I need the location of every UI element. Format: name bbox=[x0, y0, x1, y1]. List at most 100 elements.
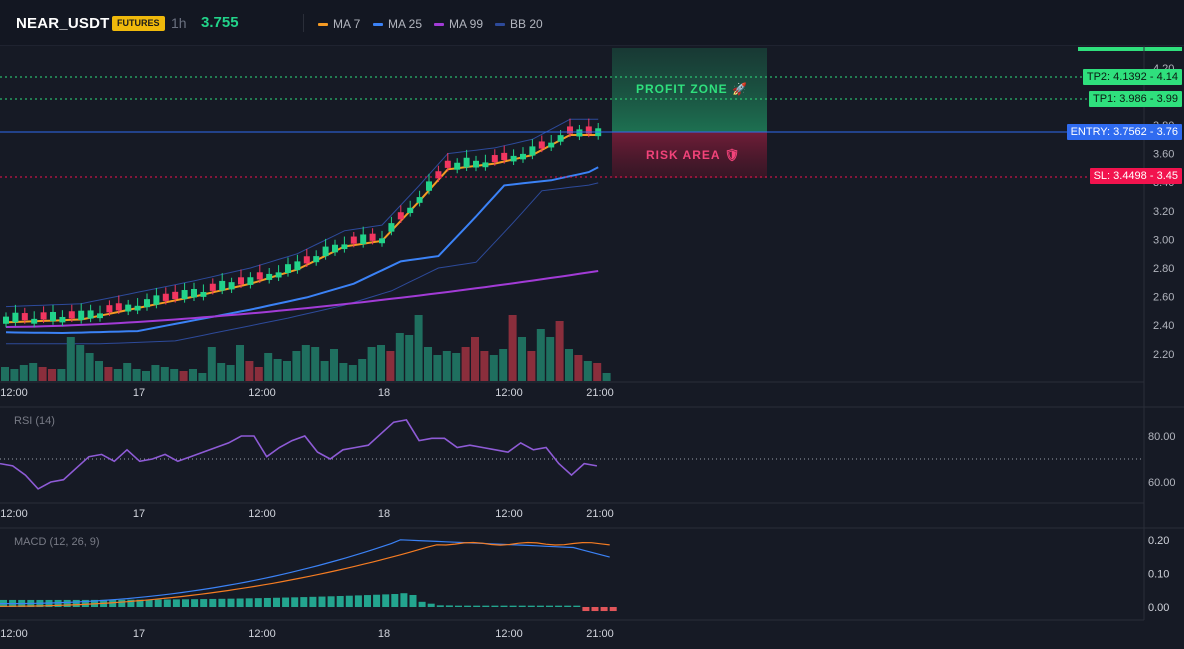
tp1-price-label[interactable]: TP1: 3.986 - 3.99 bbox=[1088, 91, 1182, 107]
volume-bar bbox=[489, 355, 498, 381]
candle-body[interactable] bbox=[548, 142, 555, 148]
candle-body[interactable] bbox=[407, 207, 414, 214]
candle-body[interactable] bbox=[482, 162, 489, 168]
candle-body[interactable] bbox=[303, 256, 310, 264]
candle-body[interactable] bbox=[144, 299, 150, 308]
candle-body[interactable] bbox=[435, 171, 442, 179]
candle-body[interactable] bbox=[238, 277, 244, 285]
macd-hist-bar bbox=[609, 607, 617, 612]
legend-ma7[interactable]: MA 7 bbox=[318, 17, 360, 31]
candle-body[interactable] bbox=[444, 160, 451, 168]
entry-price-label[interactable]: ENTRY: 3.7562 - 3.76 bbox=[1066, 124, 1182, 140]
candle-body[interactable] bbox=[416, 197, 423, 203]
price-axis[interactable]: 4.204.003.803.603.403.203.002.802.602.40… bbox=[1153, 63, 1174, 361]
candle-body[interactable] bbox=[397, 212, 404, 220]
candle-body[interactable] bbox=[247, 277, 254, 285]
candle-body[interactable] bbox=[266, 273, 273, 280]
time-axis[interactable]: 12:00 17 12:00 18 12:00 21:00 12:00 17 12:00 18 12… bbox=[0, 387, 614, 640]
tp2-price-label[interactable]: TP2: 4.1392 - 4.14 bbox=[1082, 69, 1182, 85]
candle-body[interactable] bbox=[68, 311, 75, 319]
candle-body[interactable] bbox=[285, 264, 291, 274]
candle-body[interactable] bbox=[219, 280, 226, 291]
candle-body[interactable] bbox=[379, 238, 385, 244]
candle-body[interactable] bbox=[501, 152, 508, 161]
candle-body[interactable] bbox=[567, 126, 573, 134]
candle-body[interactable] bbox=[463, 157, 470, 168]
candle-body[interactable] bbox=[341, 244, 348, 250]
candle-body[interactable] bbox=[388, 223, 395, 232]
candle-body[interactable] bbox=[491, 155, 498, 163]
candle-body[interactable] bbox=[97, 313, 103, 319]
candle-body[interactable] bbox=[106, 305, 113, 313]
candle-body[interactable] bbox=[12, 312, 19, 323]
volume-bar bbox=[254, 367, 263, 381]
macd-hist-bar bbox=[373, 594, 381, 607]
sl-price-label[interactable]: SL: 3.4498 - 3.45 bbox=[1089, 168, 1182, 184]
price-chart[interactable]: 4.204.003.803.603.403.203.002.802.602.40… bbox=[0, 46, 1184, 649]
candle-body[interactable] bbox=[134, 305, 141, 311]
candle-body[interactable] bbox=[275, 272, 282, 278]
candle-body[interactable] bbox=[510, 155, 517, 162]
candle-body[interactable] bbox=[191, 288, 197, 298]
candle-body[interactable] bbox=[181, 290, 188, 300]
macd-hist-bar bbox=[154, 599, 162, 607]
legend-ma25[interactable]: MA 25 bbox=[373, 17, 422, 31]
candle-body[interactable] bbox=[426, 181, 432, 191]
volume-bar bbox=[142, 371, 150, 381]
macd-hist-bar bbox=[182, 599, 189, 607]
volume-bar bbox=[593, 363, 602, 381]
candle-body[interactable] bbox=[200, 291, 207, 297]
candle-body[interactable] bbox=[585, 126, 592, 134]
volume-bar bbox=[132, 369, 141, 381]
candle-body[interactable] bbox=[576, 129, 583, 137]
candle-body[interactable] bbox=[294, 261, 301, 271]
legend-bb20-label: BB 20 bbox=[510, 17, 543, 31]
volume-bar bbox=[292, 351, 301, 381]
macd-tick: 0.10 bbox=[1148, 568, 1169, 580]
candle-body[interactable] bbox=[40, 312, 47, 320]
candle-body[interactable] bbox=[59, 316, 66, 323]
candle-body[interactable] bbox=[529, 146, 536, 156]
candle-body[interactable] bbox=[473, 160, 479, 168]
candle-body[interactable] bbox=[125, 304, 132, 312]
legend-ma99[interactable]: MA 99 bbox=[434, 17, 483, 31]
candle-body[interactable] bbox=[538, 141, 545, 149]
macd-hist-bar bbox=[382, 594, 390, 607]
timeframe-selector[interactable]: 1h bbox=[171, 15, 187, 31]
candle-body[interactable] bbox=[313, 256, 320, 263]
candle-body[interactable] bbox=[3, 316, 9, 324]
candle-body[interactable] bbox=[87, 310, 94, 319]
tp1-value: 3.99 bbox=[1156, 93, 1178, 105]
volume-bar bbox=[536, 329, 545, 381]
candle-body[interactable] bbox=[31, 318, 38, 324]
candle-body[interactable] bbox=[520, 153, 526, 160]
candle-body[interactable] bbox=[21, 313, 28, 321]
candle-body[interactable] bbox=[115, 303, 122, 311]
candle-body[interactable] bbox=[50, 311, 56, 322]
candle-body[interactable] bbox=[350, 236, 357, 244]
candle-body[interactable] bbox=[172, 291, 179, 299]
candle-body[interactable] bbox=[322, 246, 329, 257]
time-tick: 12:00 bbox=[0, 628, 28, 640]
candle-body[interactable] bbox=[228, 282, 235, 290]
candle-body[interactable] bbox=[162, 293, 169, 301]
macd-hist-bar bbox=[336, 596, 344, 607]
candle-body[interactable] bbox=[557, 135, 564, 142]
volume-bar bbox=[395, 333, 404, 381]
candle-body[interactable] bbox=[209, 283, 216, 291]
candlesticks[interactable] bbox=[3, 118, 602, 328]
volume-bar bbox=[151, 365, 160, 381]
candle-body[interactable] bbox=[153, 295, 160, 305]
legend-bb20[interactable]: BB 20 bbox=[495, 17, 543, 31]
candle-body[interactable] bbox=[256, 272, 263, 280]
macd-hist-bar bbox=[172, 599, 180, 607]
candle-body[interactable] bbox=[360, 234, 367, 245]
symbol-name[interactable]: NEAR_USDT bbox=[16, 15, 110, 32]
candle-body[interactable] bbox=[78, 310, 85, 320]
macd-hist-bar bbox=[109, 599, 117, 607]
time-tick: 21:00 bbox=[586, 387, 614, 399]
candle-body[interactable] bbox=[369, 233, 376, 241]
candle-body[interactable] bbox=[332, 244, 338, 253]
volume-bar bbox=[1, 367, 9, 381]
candle-body[interactable] bbox=[454, 162, 461, 170]
